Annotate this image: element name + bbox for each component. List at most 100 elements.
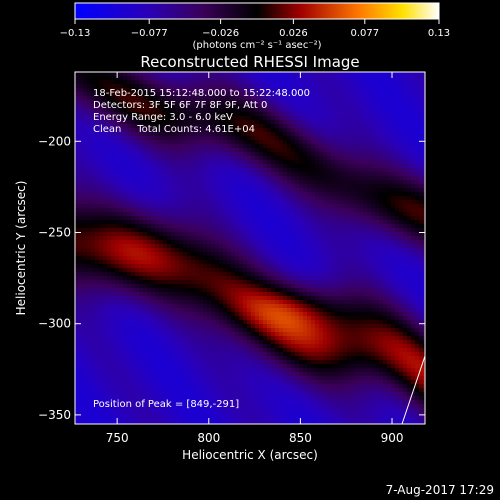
heatmap-cell xyxy=(415,100,419,104)
heatmap-cell xyxy=(323,80,327,84)
heatmap-cell xyxy=(319,188,323,192)
heatmap-cell xyxy=(415,128,419,132)
heatmap-cell xyxy=(135,220,139,224)
heatmap-cell xyxy=(275,224,279,228)
heatmap-cell xyxy=(203,232,207,236)
heatmap-cell xyxy=(423,144,425,148)
heatmap-cell xyxy=(191,196,195,200)
heatmap-cell xyxy=(171,248,175,252)
heatmap-cell xyxy=(315,156,319,160)
heatmap-cell xyxy=(319,192,323,196)
heatmap-cell xyxy=(363,272,367,276)
heatmap-cell xyxy=(243,224,247,228)
heatmap-cell xyxy=(359,120,363,124)
heatmap-cell xyxy=(323,152,327,156)
heatmap-cell xyxy=(343,248,347,252)
heatmap-cell xyxy=(163,156,167,160)
heatmap-cell xyxy=(411,268,415,272)
heatmap-cell xyxy=(211,136,215,140)
heatmap-cell xyxy=(147,272,151,276)
heatmap-cell xyxy=(95,288,99,292)
heatmap-cell xyxy=(115,204,119,208)
heatmap-cell xyxy=(211,92,215,96)
heatmap-cell xyxy=(99,244,103,248)
heatmap-cell xyxy=(183,176,187,180)
heatmap-cell xyxy=(99,168,103,172)
heatmap-cell xyxy=(255,180,259,184)
heatmap-cell xyxy=(339,144,343,148)
heatmap-cell xyxy=(127,208,131,212)
heatmap-cell xyxy=(251,124,255,128)
heatmap-cell xyxy=(79,296,83,300)
heatmap-cell xyxy=(407,164,411,168)
heatmap-cell xyxy=(211,236,215,240)
heatmap-cell xyxy=(227,264,231,268)
heatmap-cell xyxy=(207,136,211,140)
heatmap-cell xyxy=(411,264,415,268)
heatmap-cell xyxy=(279,216,283,220)
heatmap-cell xyxy=(107,276,111,280)
heatmap-cell xyxy=(267,296,271,300)
heatmap-cell xyxy=(191,228,195,232)
heatmap-cell xyxy=(95,156,99,160)
heatmap-cell xyxy=(235,152,239,156)
heatmap-cell xyxy=(215,252,219,256)
heatmap-cell xyxy=(151,144,155,148)
heatmap-cell xyxy=(347,168,351,172)
heatmap-cell xyxy=(127,284,131,288)
heatmap-cell xyxy=(91,92,95,96)
heatmap-cell xyxy=(255,144,259,148)
heatmap-cell xyxy=(399,108,403,112)
heatmap-cell xyxy=(363,168,367,172)
heatmap-cell xyxy=(235,84,239,88)
heatmap-cell xyxy=(291,256,295,260)
heatmap-cell xyxy=(111,224,115,228)
heatmap-cell xyxy=(175,228,179,232)
heatmap-cell xyxy=(343,116,347,120)
heatmap-cell xyxy=(331,192,335,196)
heatmap-cell xyxy=(395,124,399,128)
heatmap-cell xyxy=(211,232,215,236)
heatmap-cell xyxy=(407,196,411,200)
heatmap-cell xyxy=(343,260,347,264)
heatmap-cell xyxy=(283,232,287,236)
heatmap-cell xyxy=(275,148,279,152)
heatmap-cell xyxy=(363,92,367,96)
heatmap-cell xyxy=(375,240,379,244)
heatmap-cell xyxy=(223,228,227,232)
heatmap-cell xyxy=(167,188,171,192)
heatmap-cell xyxy=(159,228,163,232)
heatmap-cell xyxy=(239,180,243,184)
heatmap-cell xyxy=(123,292,127,296)
heatmap-cell xyxy=(99,252,103,256)
heatmap-cell xyxy=(87,168,91,172)
heatmap-cell xyxy=(347,104,351,108)
heatmap-cell xyxy=(343,256,347,260)
heatmap-cell xyxy=(419,172,423,176)
heatmap-cell xyxy=(75,172,79,176)
heatmap-cell xyxy=(119,156,123,160)
heatmap-cell xyxy=(379,236,383,240)
heatmap-cell xyxy=(207,80,211,84)
heatmap-cell xyxy=(387,240,391,244)
heatmap-cell xyxy=(199,248,203,252)
heatmap-cell xyxy=(319,284,323,288)
heatmap-cell xyxy=(303,288,307,292)
heatmap-cell xyxy=(235,264,239,268)
heatmap-cell xyxy=(319,100,323,104)
heatmap-cell xyxy=(131,192,135,196)
heatmap-cell xyxy=(255,116,259,120)
heatmap-cell xyxy=(219,140,223,144)
heatmap-cell xyxy=(223,260,227,264)
heatmap-cell xyxy=(351,168,355,172)
heatmap-cell xyxy=(155,128,159,132)
heatmap-cell xyxy=(235,184,239,188)
heatmap-cell xyxy=(83,80,87,84)
heatmap-cell xyxy=(147,124,151,128)
heatmap-cell xyxy=(155,280,159,284)
heatmap-cell xyxy=(419,204,423,208)
heatmap-cell xyxy=(211,268,215,272)
heatmap-cell xyxy=(83,160,87,164)
heatmap-cell xyxy=(315,160,319,164)
heatmap-cell xyxy=(403,200,407,204)
